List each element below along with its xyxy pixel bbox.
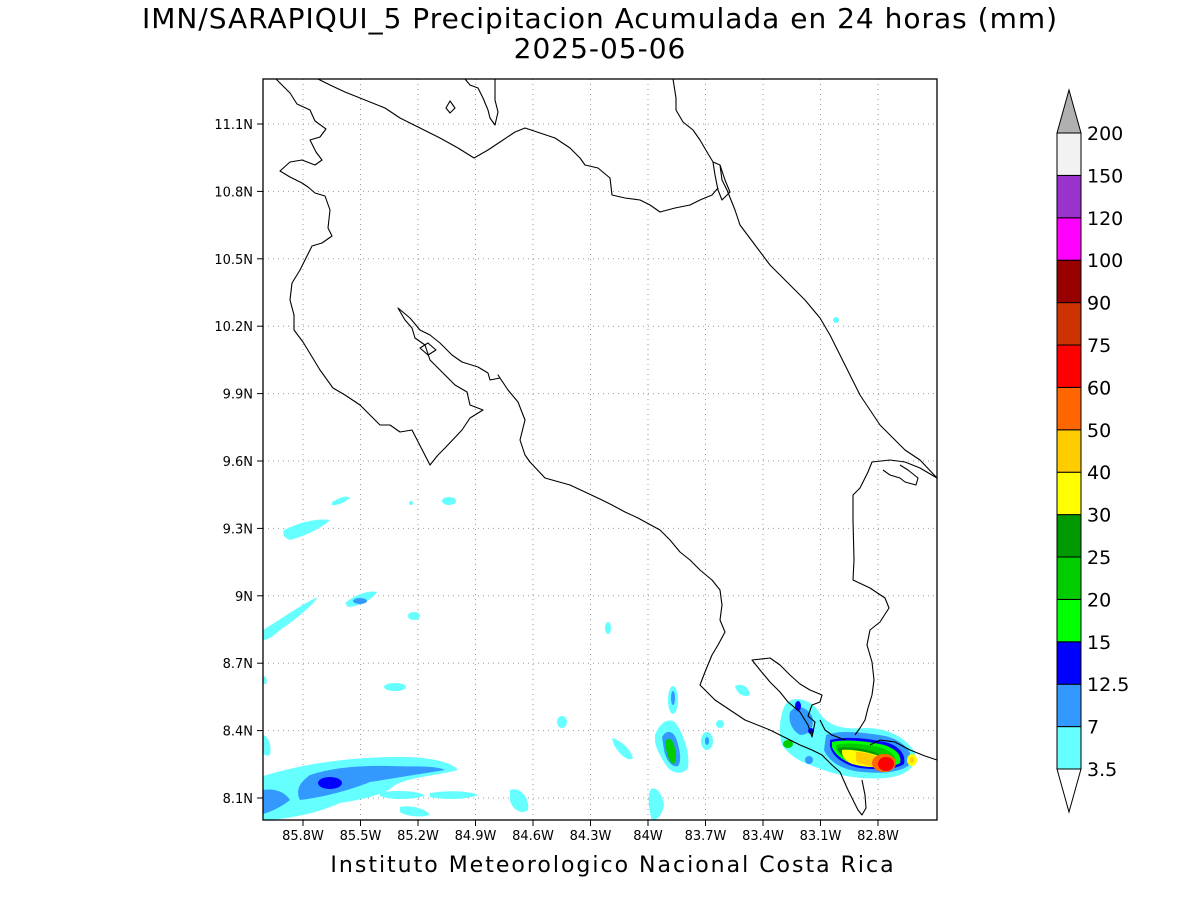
colorbar-label: 7 <box>1087 717 1099 739</box>
lon-tick-label: 83.7W <box>685 829 727 844</box>
lon-tick-label: 84.3W <box>570 829 612 844</box>
lon-tick-label: 83.1W <box>800 829 842 844</box>
colorbar-swatch <box>1056 598 1082 643</box>
precipitation-field <box>263 317 917 820</box>
credit-text: Instituto Meteorologico Nacional Costa R… <box>330 853 896 878</box>
lat-tick-label: 8.4N <box>223 725 253 740</box>
lat-tick-label: 8.7N <box>223 657 253 672</box>
colorbar-swatch <box>1056 132 1082 176</box>
colorbar-label: 50 <box>1087 420 1111 442</box>
lat-tick-label: 9.3N <box>223 522 253 537</box>
map-title: IMN/SARAPIQUI_5 Precipitacion Acumulada … <box>141 2 1059 35</box>
colorbar-label: 120 <box>1087 208 1123 230</box>
colorbar-swatch <box>1056 556 1082 600</box>
lon-tick-label: 83.4W <box>742 829 784 844</box>
colorbar-swatch <box>1056 429 1082 473</box>
lat-tick-label: 11.1N <box>214 118 253 133</box>
lat-tick-label: 9N <box>235 590 253 605</box>
lat-tick-label: 10.2N <box>214 320 253 335</box>
lat-tick-label: 10.5N <box>214 253 253 268</box>
latitude-axis: 11.1N 10.8N 10.5N 10.2N 9.9N 9.6N 9.3N 9N 8.7N 8.… <box>214 118 263 807</box>
lon-tick-label: 84W <box>633 829 663 844</box>
colorbar-label: 3.5 <box>1087 759 1117 781</box>
lat-tick-label: 9.6N <box>223 455 253 470</box>
colorbar-swatch <box>1056 174 1082 219</box>
lat-tick-label: 8.1N <box>223 792 253 807</box>
lon-tick-label: 85.5W <box>340 829 382 844</box>
lon-tick-label: 85.2W <box>397 829 439 844</box>
colorbar-swatch <box>1056 683 1082 728</box>
colorbar-swatch <box>1056 259 1082 304</box>
lon-tick-label: 84.9W <box>455 829 497 844</box>
colorbar-min-arrow <box>1056 768 1082 814</box>
colorbar-legend: 3.5 7 12.5 15 20 25 30 40 50 60 75 90 100 120 150 200 <box>1056 88 1129 814</box>
colorbar-swatch <box>1056 386 1082 431</box>
lon-tick-label: 85.8W <box>282 829 324 844</box>
colorbar-swatch <box>1056 514 1082 558</box>
coastline <box>275 78 938 816</box>
lat-tick-label: 9.9N <box>223 388 253 403</box>
colorbar-label: 200 <box>1087 123 1123 145</box>
colorbar-label: 75 <box>1087 335 1111 357</box>
lon-tick-label: 82.8W <box>857 829 899 844</box>
map-date: 2025-05-06 <box>513 32 687 65</box>
colorbar-label: 25 <box>1087 547 1111 569</box>
colorbar-label: 150 <box>1087 165 1123 187</box>
longitude-axis: 85.8W 85.5W 85.2W 84.9W 84.6W 84.3W 84W 83.7W 83… <box>282 820 899 844</box>
colorbar-label: 12.5 <box>1087 674 1129 696</box>
colorbar-swatch <box>1056 726 1082 770</box>
colorbar-label: 30 <box>1087 505 1111 527</box>
lon-tick-label: 84.6W <box>512 829 554 844</box>
colorbar-label: 40 <box>1087 462 1111 484</box>
colorbar-max-arrow <box>1056 88 1082 134</box>
colorbar-swatch <box>1056 302 1082 346</box>
colorbar-label: 60 <box>1087 377 1111 399</box>
colorbar-label: 20 <box>1087 589 1111 611</box>
colorbar-swatch <box>1056 217 1082 261</box>
colorbar-swatch <box>1056 641 1082 685</box>
graticule <box>263 79 937 820</box>
colorbar-label: 90 <box>1087 293 1111 315</box>
colorbar-swatch <box>1056 344 1082 388</box>
colorbar-swatch <box>1056 471 1082 516</box>
colorbar-label: 15 <box>1087 632 1111 654</box>
lat-tick-label: 10.8N <box>214 185 253 200</box>
colorbar-label: 100 <box>1087 250 1123 272</box>
